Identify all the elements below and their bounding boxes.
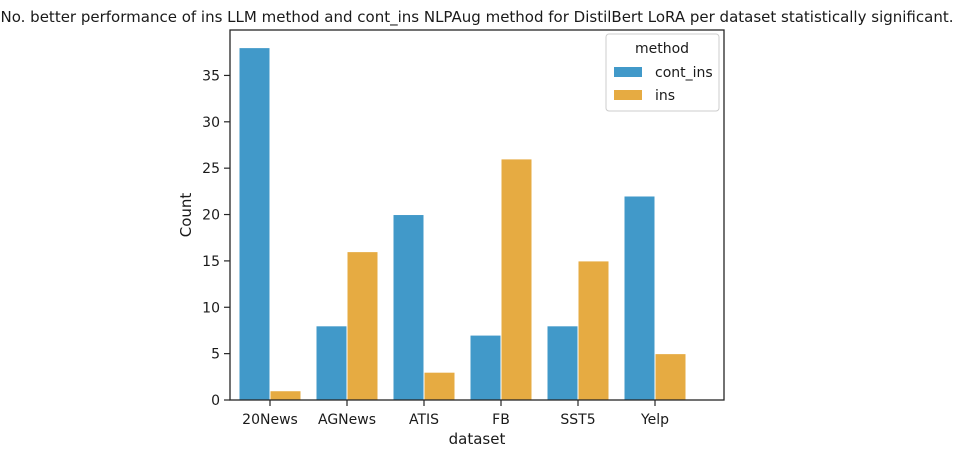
- bar-cont_ins-FB: [469, 334, 502, 401]
- y-tick-label: 20: [202, 208, 220, 224]
- x-tick-label: ATIS: [409, 412, 439, 428]
- x-tick-label: AGNews: [318, 412, 376, 428]
- bar-ins-SST5: [577, 260, 610, 401]
- y-tick-label: 15: [202, 254, 220, 270]
- y-tick-label: 0: [211, 393, 220, 409]
- bar-ins-ATIS: [423, 371, 456, 401]
- x-tick-label: Yelp: [640, 412, 669, 428]
- bars-layer: [238, 47, 687, 401]
- x-tick-label: FB: [492, 412, 510, 428]
- legend-swatch-ins: [614, 90, 642, 100]
- x-tick-label: 20News: [242, 412, 298, 428]
- bar-cont_ins-Yelp: [623, 195, 656, 401]
- y-tick-label: 30: [202, 115, 220, 131]
- y-tick-label: 5: [211, 347, 220, 363]
- x-axis: 20News AGNews ATIS FB SST5 Yelp: [242, 400, 669, 428]
- bar-ins-FB: [500, 158, 533, 401]
- legend-swatch-cont_ins: [614, 67, 642, 77]
- legend-label-ins: ins: [655, 88, 675, 104]
- bar-ins-AGNews: [346, 251, 379, 401]
- legend-label-cont_ins: cont_ins: [655, 65, 713, 81]
- y-tick-label: 35: [202, 68, 220, 84]
- bar-cont_ins-AGNews: [315, 325, 348, 401]
- chart-title: No. better performance of ins LLM method…: [1, 8, 954, 27]
- y-tick-label: 25: [202, 161, 220, 177]
- bar-cont_ins-SST5: [546, 325, 579, 401]
- bar-ins-Yelp: [654, 353, 687, 401]
- bar-ins-20News: [269, 390, 302, 401]
- x-tick-label: SST5: [560, 412, 595, 428]
- x-axis-label: dataset: [449, 430, 506, 448]
- bar-cont_ins-ATIS: [392, 214, 425, 401]
- y-tick-label: 10: [202, 300, 220, 316]
- legend-title: method: [635, 41, 689, 57]
- y-axis: 0 5 10 15 20 25 30 35: [202, 68, 230, 409]
- y-axis-label: Count: [177, 193, 195, 238]
- bar-cont_ins-20News: [238, 47, 271, 401]
- plot-frame: [229, 29, 725, 401]
